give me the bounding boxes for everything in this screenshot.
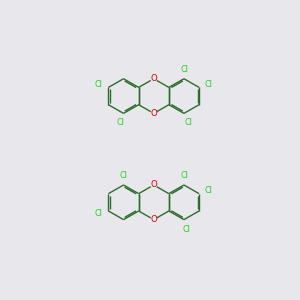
Text: O: O — [150, 215, 157, 224]
Text: Cl: Cl — [181, 65, 189, 74]
Text: Cl: Cl — [95, 80, 103, 89]
Text: Cl: Cl — [205, 80, 213, 89]
Text: Cl: Cl — [183, 225, 191, 234]
Text: Cl: Cl — [181, 171, 189, 180]
Text: O: O — [150, 109, 157, 118]
Text: Cl: Cl — [185, 118, 193, 127]
Text: Cl: Cl — [205, 186, 213, 195]
Text: Cl: Cl — [117, 118, 124, 127]
Text: O: O — [150, 74, 157, 83]
Text: O: O — [150, 181, 157, 190]
Text: Cl: Cl — [120, 171, 128, 180]
Text: Cl: Cl — [95, 209, 103, 218]
